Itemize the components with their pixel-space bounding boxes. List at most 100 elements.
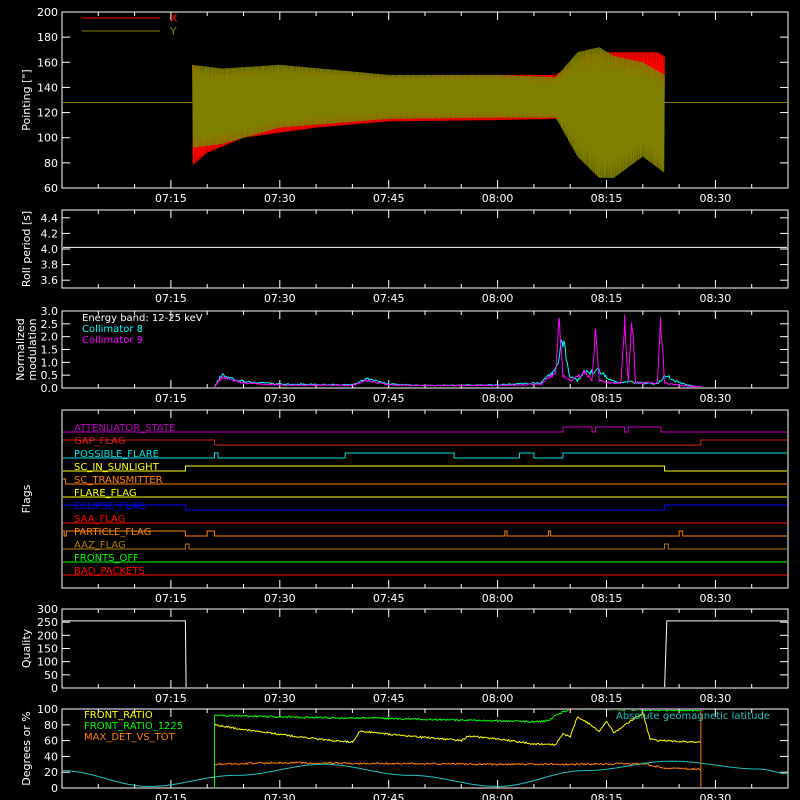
- flag-line-attenuator-state: [63, 426, 787, 433]
- flag-label: FLARE_FLAG: [74, 488, 137, 499]
- ratios-y-tick-label: 60: [44, 735, 58, 748]
- roll-y-axis-label: Roll period [s]: [20, 211, 33, 287]
- flag-line-possible-flare: [63, 452, 787, 459]
- modulation-legend-label: Energy band: 12-25 keV: [82, 313, 203, 324]
- flags-x-tick-label: 08:15: [591, 592, 623, 605]
- roll-x-tick-label: 08:15: [591, 292, 623, 305]
- pointing-legend-label: X: [170, 12, 178, 25]
- ratios-x-tick-label: 08:15: [591, 792, 623, 800]
- ratios-y-tick-label: 0: [51, 782, 58, 795]
- quality-x-tick-label: 08:00: [482, 692, 514, 705]
- flag-label: POSSIBLE_FLARE: [74, 449, 159, 460]
- ratios-legend-label: MAX_DET_VS_TOT: [84, 732, 176, 743]
- pointing-y-tick-label: 140: [37, 81, 58, 94]
- ratios-series-absolute-geomagnetic-latitude: [63, 760, 787, 787]
- flag-label: ECLIPSE_FLAG: [74, 501, 145, 512]
- ratios-series-max-det-vs-tot: [214, 761, 702, 771]
- flag-label: ATTENUATOR_STATE: [74, 423, 175, 434]
- flag-label: AAZ_FLAG: [74, 540, 126, 551]
- pointing-y-tick-label: 100: [37, 132, 58, 145]
- modulation-panel: 07:15 07:30 07:45 08:00 08:15 08:30 0.00.51.01…: [14, 305, 789, 405]
- quality-series-group: [63, 620, 787, 687]
- ratios-legend-geomagnetic: Absolute geomagnetic latitude: [616, 711, 770, 722]
- roll-x-tick-label: 07:45: [373, 292, 405, 305]
- ratios-x-tick-label: 07:30: [264, 792, 296, 800]
- modulation-y-axis-label-line: modulation: [26, 318, 39, 380]
- ratios-x-tick-label: 08:30: [700, 792, 732, 800]
- pointing-x-tick-label: 08:30: [700, 192, 732, 205]
- ratios-panel: 07:15 07:30 07:45 08:00 08:15 08:30 0 20 40 60 80 1…: [20, 703, 789, 800]
- modulation-y-tick-label: 2.5: [41, 318, 59, 331]
- ratios-y-tick-label: 20: [44, 766, 58, 779]
- flag-label: SC_TRANSMITTER: [74, 475, 163, 486]
- ratios-y-axis-label: Degrees or %: [20, 711, 33, 785]
- quality-series-trace: [63, 620, 787, 687]
- pointing-panel: 07:15 07:30 07:45 08:00 08:15 08:30 60 80 100 120…: [20, 6, 789, 205]
- roll-panel: 07:15 07:30 07:45 08:00 08:15 08:30 3.6 3.8 4.0 4…: [20, 209, 789, 305]
- pointing-legend-label: Y: [169, 25, 177, 38]
- modulation-x-tick-label: 08:00: [482, 392, 514, 405]
- ratios-y-tick-label: 100: [37, 703, 58, 716]
- modulation-legend-label: Collimator 8: [82, 324, 143, 335]
- flag-line-sc-in-sunlight: [63, 465, 787, 472]
- quality-x-tick-label: 08:30: [700, 692, 732, 705]
- quality-y-axis-label: Quality: [20, 628, 33, 668]
- modulation-legend-label: Collimator 9: [82, 335, 143, 346]
- quality-x-tick-label: 07:30: [264, 692, 296, 705]
- quality-y-tick-label: 200: [37, 629, 58, 642]
- flag-line-sc-transmitter: [63, 478, 787, 485]
- flag-label: SAA_FLAG: [74, 514, 125, 525]
- flags-panel: 07:15 07:30 07:45 08:00 08:15 08:30 Flags ATTEN…: [20, 409, 789, 605]
- flag-line-particle-flag: [63, 530, 787, 537]
- flag-line-eclipse-flag: [63, 504, 787, 511]
- ratios-series-front-ratio: [214, 711, 702, 746]
- flags-x-tick-label: 08:30: [700, 592, 732, 605]
- modulation-y-tick-label: 3.0: [41, 305, 59, 318]
- flags-series-group: [63, 426, 787, 576]
- flags-x-tick-label: 07:30: [264, 592, 296, 605]
- modulation-series-group: [214, 314, 702, 387]
- modulation-x-tick-label: 07:45: [373, 392, 405, 405]
- flag-line-aaz-flag: [63, 543, 787, 550]
- modulation-y-tick-label: 0.5: [41, 369, 59, 382]
- pointing-x-tick-label: 07:45: [373, 192, 405, 205]
- ratios-series-front-ratio-1225: [214, 710, 702, 724]
- roll-y-tick-label: 4.4: [41, 212, 59, 225]
- pointing-y-tick-label: 200: [37, 6, 58, 19]
- pointing-y-tick-label: 120: [37, 107, 58, 120]
- pointing-x-tick-label: 07:15: [155, 192, 187, 205]
- pointing-x-tick-label: 08:15: [591, 192, 623, 205]
- quality-y-tick-label: 50: [44, 669, 58, 682]
- modulation-y-tick-label: 1.5: [41, 344, 59, 357]
- quality-y-tick-label: 150: [37, 643, 58, 656]
- quality-x-tick-label: 07:45: [373, 692, 405, 705]
- quality-x-tick-label: 08:15: [591, 692, 623, 705]
- modulation-series-collimator-9: [214, 314, 702, 387]
- quality-y-tick-label: 100: [37, 656, 58, 669]
- flags-x-tick-label: 08:00: [482, 592, 514, 605]
- flag-label: GAP_FLAG: [74, 436, 126, 447]
- roll-x-tick-label: 08:00: [482, 292, 514, 305]
- pointing-x-tick-label: 07:30: [264, 192, 296, 205]
- quality-panel: 07:15 07:30 07:45 08:00 08:15 08:300501001502…: [20, 603, 789, 705]
- ratios-y-tick-label: 80: [44, 719, 58, 732]
- ratios-legend-label: FRONT_RATIO: [84, 710, 153, 721]
- roll-y-tick-label: 3.8: [41, 259, 59, 272]
- modulation-x-tick-label: 08:30: [700, 392, 732, 405]
- pointing-y-tick-label: 180: [37, 31, 58, 44]
- modulation-y-tick-label: 2.0: [41, 331, 59, 344]
- flags-x-tick-label: 07:15: [155, 592, 187, 605]
- modulation-y-axis-label: Normalizedmodulation: [14, 318, 39, 380]
- flag-line-gap-flag: [63, 439, 787, 446]
- flags-frame: [61, 409, 789, 589]
- ratios-legend-label: FRONT_RATIO_1225: [84, 721, 183, 732]
- pointing-series-group: [63, 47, 787, 178]
- ratios-x-tick-label: 08:00: [482, 792, 514, 800]
- flag-label: BAD_PACKETS: [74, 566, 145, 577]
- modulation-x-tick-label: 07:30: [264, 392, 296, 405]
- modulation-x-tick-label: 07:15: [155, 392, 187, 405]
- ratios-y-tick-label: 40: [44, 750, 58, 763]
- roll-x-tick-label: 07:15: [155, 292, 187, 305]
- roll-y-tick-label: 4.0: [41, 243, 59, 256]
- flag-label: PARTICLE_FLAG: [74, 527, 151, 538]
